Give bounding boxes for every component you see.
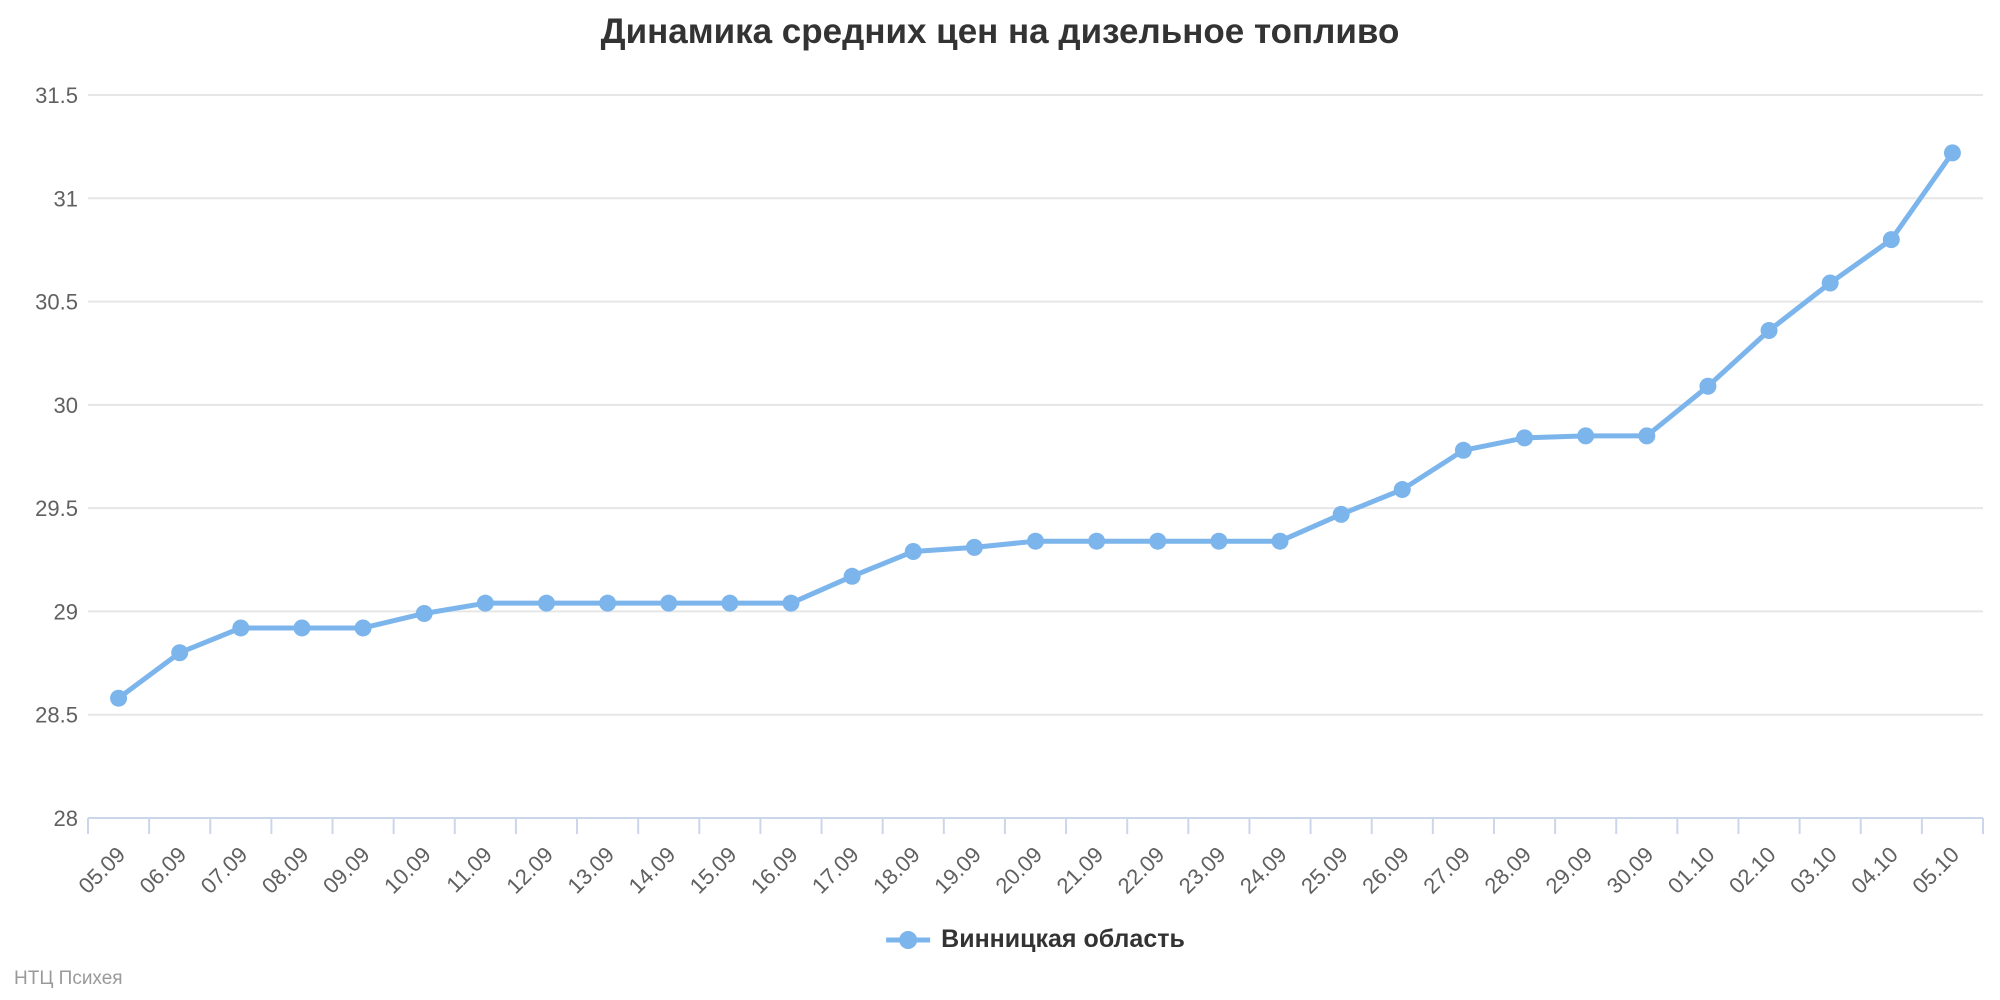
y-axis-label: 29 bbox=[54, 599, 78, 624]
series-line bbox=[116, 150, 1955, 701]
data-point[interactable] bbox=[293, 619, 311, 637]
data-point[interactable] bbox=[599, 594, 617, 612]
data-point[interactable] bbox=[1516, 429, 1534, 447]
data-point[interactable] bbox=[782, 594, 800, 612]
x-axis-label: 07.09 bbox=[196, 842, 253, 899]
data-point[interactable] bbox=[232, 619, 250, 637]
x-axis-label: 24.09 bbox=[1235, 842, 1292, 899]
data-point[interactable] bbox=[721, 594, 739, 612]
data-point[interactable] bbox=[1882, 231, 1900, 249]
x-axis-label: 29.09 bbox=[1541, 842, 1598, 899]
x-axis-label: 09.09 bbox=[318, 842, 375, 899]
data-point[interactable] bbox=[1393, 481, 1411, 499]
credits-text: НТЦ Психея bbox=[14, 968, 123, 989]
x-axis-label: 14.09 bbox=[624, 842, 681, 899]
x-axis-label: 15.09 bbox=[685, 842, 742, 899]
x-axis-label: 18.09 bbox=[868, 842, 925, 899]
x-axis-label: 05.09 bbox=[73, 842, 130, 899]
data-point[interactable] bbox=[171, 644, 189, 662]
data-point[interactable] bbox=[1027, 532, 1044, 550]
data-point[interactable] bbox=[1699, 377, 1717, 395]
y-axis-label: 29.5 bbox=[35, 496, 78, 521]
data-point[interactable] bbox=[537, 594, 555, 612]
x-axis-label: 05.10 bbox=[1907, 842, 1964, 899]
x-axis-label: 30.09 bbox=[1602, 842, 1659, 899]
data-point[interactable] bbox=[660, 594, 678, 612]
data-point[interactable] bbox=[110, 689, 128, 707]
y-axis-label: 30.5 bbox=[35, 290, 78, 315]
x-axis-label: 28.09 bbox=[1479, 842, 1536, 899]
legend-marker-icon bbox=[886, 930, 931, 949]
x-axis-label: 01.10 bbox=[1663, 842, 1720, 899]
data-point[interactable] bbox=[1088, 532, 1106, 550]
data-point[interactable] bbox=[904, 543, 922, 561]
data-point[interactable] bbox=[1943, 144, 1961, 162]
x-axis-label: 06.09 bbox=[135, 842, 192, 899]
x-axis-label: 16.09 bbox=[746, 842, 803, 899]
data-point[interactable] bbox=[354, 619, 372, 637]
data-point[interactable] bbox=[415, 604, 433, 622]
data-point[interactable] bbox=[843, 567, 861, 585]
y-axis-label: 31.5 bbox=[35, 83, 78, 108]
x-axis-label: 12.09 bbox=[501, 842, 558, 899]
data-point[interactable] bbox=[1149, 532, 1167, 550]
x-axis-label: 20.09 bbox=[990, 842, 1047, 899]
data-point[interactable] bbox=[965, 538, 983, 556]
y-axis-label: 28.5 bbox=[35, 703, 78, 728]
chart-title: Динамика средних цен на дизельное топлив… bbox=[600, 12, 1400, 51]
x-axis-label: 26.09 bbox=[1357, 842, 1414, 899]
x-axis-label: 23.09 bbox=[1174, 842, 1231, 899]
x-axis-label: 13.09 bbox=[563, 842, 620, 899]
data-point[interactable] bbox=[1210, 532, 1228, 550]
y-axis-label: 30 bbox=[54, 393, 78, 418]
data-point[interactable] bbox=[1821, 274, 1839, 292]
data-point[interactable] bbox=[476, 594, 494, 612]
x-axis-label: 02.10 bbox=[1724, 842, 1781, 899]
data-point[interactable] bbox=[1454, 441, 1472, 459]
x-axis-label: 22.09 bbox=[1113, 842, 1170, 899]
x-axis-label: 17.09 bbox=[807, 842, 864, 899]
x-axis-label: 21.09 bbox=[1052, 842, 1109, 899]
data-point[interactable] bbox=[1760, 321, 1778, 339]
data-point[interactable] bbox=[1332, 505, 1350, 523]
legend-item[interactable]: Винницкая область bbox=[885, 925, 1185, 954]
x-axis-label: 04.10 bbox=[1846, 842, 1903, 899]
x-axis-label: 03.10 bbox=[1785, 842, 1842, 899]
y-axis-label: 28 bbox=[54, 806, 78, 831]
data-point[interactable] bbox=[1271, 532, 1289, 550]
data-point[interactable] bbox=[1577, 427, 1595, 445]
data-point[interactable] bbox=[1638, 427, 1656, 445]
x-axis-label: 25.09 bbox=[1296, 842, 1353, 899]
x-axis-label: 10.09 bbox=[379, 842, 436, 899]
x-axis-label: 11.09 bbox=[441, 842, 496, 897]
x-axis-label: 19.09 bbox=[929, 842, 986, 899]
legend-item-label: Винницкая область bbox=[941, 925, 1185, 953]
y-axis-label: 31 bbox=[54, 186, 78, 211]
x-axis-label: 27.09 bbox=[1418, 842, 1475, 899]
x-axis-label: 08.09 bbox=[257, 842, 314, 899]
